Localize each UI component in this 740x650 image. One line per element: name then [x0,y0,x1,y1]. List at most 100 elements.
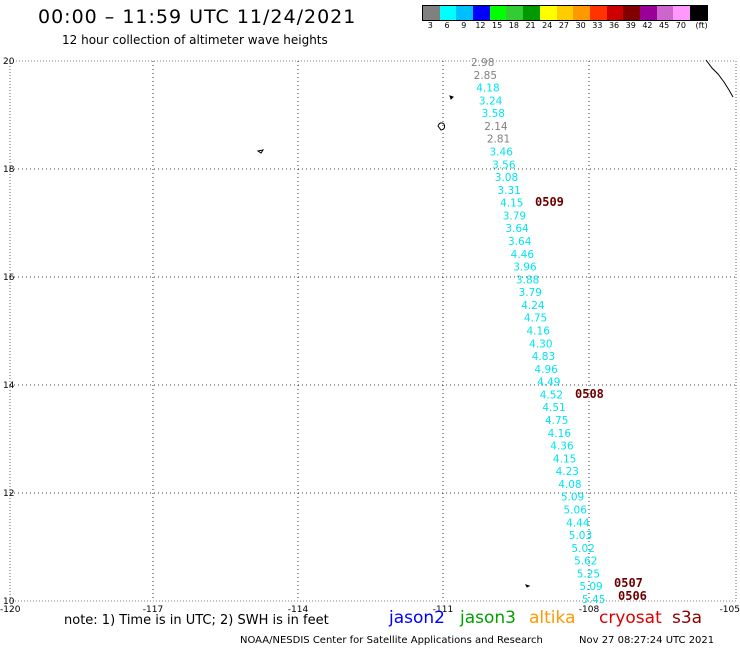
color-scale-label: 70 [675,21,686,30]
color-swatch [623,6,640,20]
wave-height-label: 3.58 [482,108,505,120]
wave-height-label: 3.31 [497,185,520,197]
wave-height-label: 4.49 [537,377,560,389]
latitude-tick-label: 18 [3,165,15,175]
map-title: 00:00 – 11:59 UTC 11/24/2021 [38,6,357,28]
longitude-tick-label: -108 [579,605,600,615]
color-swatch [573,6,590,20]
wave-height-label: 3.88 [516,274,539,286]
color-swatch [423,6,440,20]
wave-height-label: 4.46 [511,249,535,261]
color-scale-label: 42 [642,21,653,30]
longitude-tick-label: -120 [0,605,21,615]
color-scale-label: 27 [558,21,570,30]
wave-height-label: 4.51 [542,402,565,414]
wave-height-label: 2.85 [474,70,497,82]
wave-height-label: 5.62 [574,556,597,568]
island-outline [437,122,446,131]
color-scale-label: 21 [525,21,536,30]
pass-time-label: 0506 [618,589,647,603]
wave-height-label: 3.24 [479,95,503,107]
units-note: note: 1) Time is in UTC; 2) SWH is in fe… [64,613,329,628]
wave-height-label: 5.09 [561,492,584,504]
color-scale-label: 30 [575,21,586,30]
wave-height-label: 4.36 [550,441,574,453]
wave-height-label: 3.79 [503,210,526,222]
wave-height-label: 4.15 [553,453,576,465]
pass-time-label: 0507 [614,576,643,590]
wave-height-label: 2.81 [487,134,510,146]
wave-height-label: 4.83 [532,351,555,363]
wave-height-label: 5.06 [564,505,588,517]
wave-height-label: 2.14 [484,121,508,133]
wave-height-label: 4.52 [540,389,563,401]
satellite-legend-entry: s3a [672,608,703,628]
coastline [256,59,734,588]
wave-height-label: 4.96 [534,364,558,376]
wave-height-label: 5.09 [579,581,602,593]
wave-height-label: 4.15 [500,198,523,210]
color-scale-label: 18 [508,21,519,30]
map-grid: -120 -117 -114 -111 -108 -105 10 12 14 16 18 20 [0,57,740,615]
wave-height-label: 4.18 [476,83,499,95]
color-swatch [439,6,457,20]
wave-height-label: 3.08 [495,172,518,184]
color-scale-label: 15 [492,21,503,30]
wave-height-label: 4.75 [524,313,547,325]
longitude-tick-label: -117 [143,605,163,615]
color-scale-label: 45 [659,21,670,30]
color-swatch [456,6,474,20]
satellite-legend-entry: cryosat [599,608,662,628]
map-frame [9,60,737,602]
latitude-tick-label: 14 [3,381,15,391]
wave-height-label: 4.44 [566,517,590,529]
color-scale-label: 6 [444,21,450,30]
color-scale-label: 3 [427,21,433,30]
map-subtitle: 12 hour collection of altimeter wave hei… [62,33,328,47]
latitude-tick-label: 10 [3,597,15,607]
wave-height-label: 4.30 [529,338,552,350]
color-swatch [673,6,690,20]
color-swatch [539,6,557,20]
satellite-legend-entry: jason2 [389,608,445,628]
island-outline [256,149,265,154]
credit-line: NOAA/NESDIS Center for Satellite Applica… [240,635,543,646]
wave-height-label: 5.25 [577,568,600,580]
wave-height-label: 3.46 [490,147,514,159]
color-scale-label: (ft) [695,21,708,30]
wave-height-label: 3.64 [505,223,529,235]
wave-height-label: 3.79 [519,287,542,299]
island-outline [449,95,454,100]
color-scale-label: 39 [625,21,636,30]
color-swatch [506,6,524,20]
wave-height-label: 4.75 [545,415,568,427]
wave-height-label: 2.98 [471,57,494,69]
color-swatch [523,6,540,20]
wave-height-label: 5.45 [582,594,605,606]
color-scale-label: 12 [475,21,486,30]
wave-height-label: 3.64 [508,236,532,248]
wave-height-label: 4.23 [556,466,579,478]
latitude-tick-label: 12 [3,489,14,499]
color-swatch [489,6,507,20]
pass-time-label: 0508 [575,387,604,401]
color-scale-bar [422,5,708,21]
color-scale-label: 33 [592,21,603,30]
longitude-tick-label: -114 [288,605,309,615]
color-swatch [690,6,707,20]
longitude-tick-label: -111 [433,605,453,615]
satellite-legend-entry: jason3 [460,608,516,628]
wave-height-labels: 2.982.854.183.243.582.142.813.463.563.08… [471,57,605,606]
wave-height-label: 4.16 [548,428,572,440]
wave-height-label: 5.03 [569,530,592,542]
wave-height-label: 5.02 [571,543,594,555]
latitude-tick-label: 20 [3,57,15,67]
latitude-tick-label: 16 [3,273,15,283]
generation-timestamp: Nov 27 08:27:24 UTC 2021 [579,635,715,646]
color-swatch [589,6,607,20]
wave-height-label: 4.24 [521,300,545,312]
coastline-segment [705,59,734,98]
wave-height-label: 4.16 [527,326,551,338]
